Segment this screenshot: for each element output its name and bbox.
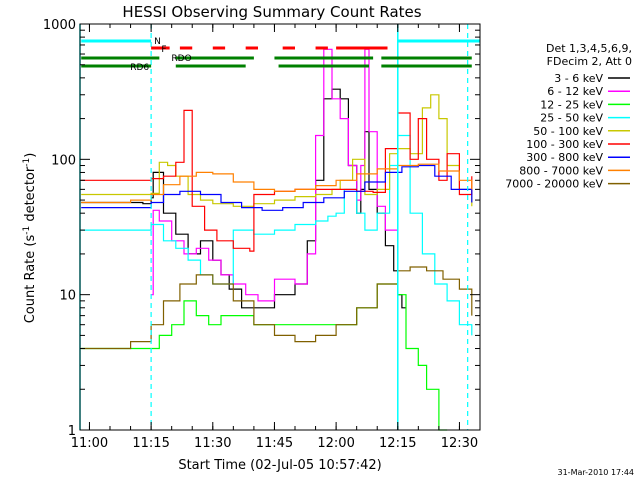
legend-label-8: 7000 - 20000 keV	[505, 178, 603, 191]
flag-f-label: F	[161, 45, 166, 55]
series-line-300to800keV	[81, 164, 473, 211]
x-tick-label-4: 12:00	[317, 436, 354, 451]
series-line-6to12keV	[151, 48, 399, 302]
legend-label-0: 3 - 6 keV	[554, 72, 603, 85]
plot-frame	[79, 23, 481, 431]
flag-n-label: N	[154, 37, 161, 47]
legend-header-line-1: Det 1,3,4,5,6,9,	[546, 42, 632, 55]
x-tick-label-1: 11:15	[132, 436, 169, 451]
legend-label-3: 25 - 50 keV	[540, 112, 603, 125]
legend-label-7: 800 - 7000 keV	[519, 164, 603, 177]
x-tick-label-3: 11:45	[256, 436, 293, 451]
series-line-7000to20000keV	[81, 266, 473, 350]
axes: 11:00 11:15 11:30 11:45 12:00 12:15 12:30 1 10 10…	[43, 18, 481, 451]
legend: Det 1,3,4,5,6,9, FDecim 2, Att 0 3 - 6 k…	[505, 42, 632, 191]
x-axis-label: Start Time (02-Jul-05 10:57:42)	[178, 458, 381, 473]
x-tick-label-6: 12:30	[441, 436, 478, 451]
footer-date: 31-Mar-2010 17:44	[558, 468, 635, 477]
legend-label-1: 6 - 12 keV	[547, 85, 603, 98]
legend-label-4: 50 - 100 keV	[533, 125, 603, 138]
flag-rdo-label: RDO	[171, 54, 191, 64]
legend-label-5: 100 - 300 keV	[526, 138, 603, 151]
x-tick-label-2: 11:30	[194, 436, 231, 451]
legend-label-2: 12 - 25 keV	[540, 98, 603, 111]
state-flags: NF RDO RD6	[81, 37, 480, 73]
y-axis-label: Count Rate (s-1 detector-1)	[22, 153, 38, 324]
legend-label-6: 300 - 800 keV	[526, 151, 603, 164]
series-line-50to100keV	[81, 94, 473, 207]
y-tick-label-1: 10	[59, 289, 76, 304]
legend-header-line-2: FDecim 2, Att 0	[547, 55, 632, 68]
x-tick-label-5: 12:15	[379, 436, 416, 451]
x-tick-label-0: 11:00	[71, 436, 108, 451]
y-tick-label-3: 1000	[43, 18, 76, 33]
time-markers	[79, 24, 469, 430]
y-tick-label-2: 100	[51, 153, 76, 168]
chart-title: HESSI Observing Summary Count Rates	[122, 3, 421, 21]
series-line-25to50keV	[81, 134, 473, 336]
series-line-12to25keV	[81, 283, 448, 431]
series-layer	[81, 48, 473, 431]
flag-rd6-label: RD6	[130, 63, 149, 73]
y-tick-label-0: 1	[68, 424, 76, 439]
series-line-800to7000keV	[81, 163, 473, 204]
